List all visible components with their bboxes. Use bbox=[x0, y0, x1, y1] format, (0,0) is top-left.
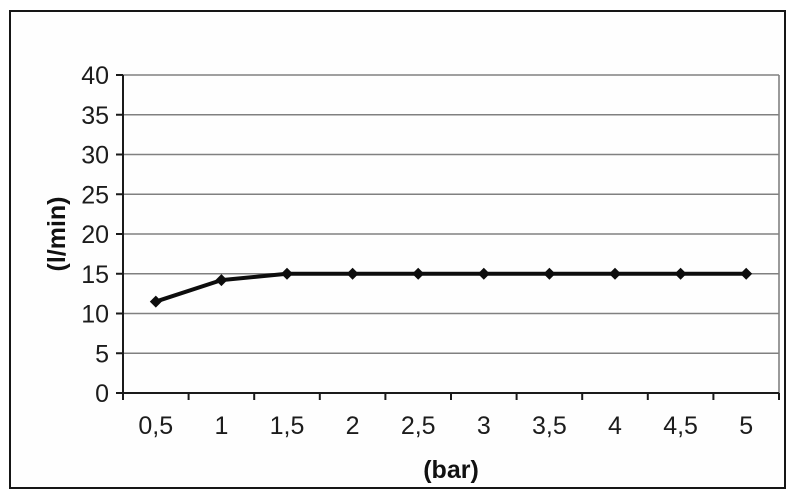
x-tick-label: 1 bbox=[214, 412, 228, 440]
data-point-marker bbox=[346, 267, 359, 280]
chart-frame: 0 5 10 15 20 25 30 35 40 0,5 1 1,5 2 2,5 3 3,5 4 4,5 5 (bar… bbox=[9, 10, 786, 489]
x-tick-label: 5 bbox=[739, 412, 753, 440]
x-tick-label: 2,5 bbox=[401, 412, 436, 440]
data-point-marker bbox=[740, 267, 753, 280]
y-tick-label: 10 bbox=[81, 301, 109, 329]
y-tick-label: 30 bbox=[81, 142, 109, 170]
x-tick-label: 3,5 bbox=[532, 412, 567, 440]
y-tick-label: 5 bbox=[95, 340, 109, 368]
y-tick-label: 40 bbox=[81, 62, 109, 90]
data-point-marker bbox=[412, 267, 425, 280]
x-tick-label: 4,5 bbox=[663, 412, 698, 440]
data-point-marker bbox=[543, 267, 556, 280]
x-tick-label: 0,5 bbox=[138, 412, 173, 440]
data-point-marker bbox=[149, 295, 162, 308]
data-point-marker bbox=[609, 267, 621, 280]
data-point-marker bbox=[281, 267, 293, 280]
y-tick-label: 15 bbox=[81, 261, 109, 289]
line-chart: 0 5 10 15 20 25 30 35 40 0,5 1 1,5 2 2,5 3 3,5 4 4,5 5 (bar… bbox=[43, 62, 780, 484]
y-tick-label: 20 bbox=[81, 221, 109, 249]
x-axis-title: (bar) bbox=[423, 456, 479, 484]
y-tick-label: 25 bbox=[81, 181, 109, 209]
x-tick-label: 3 bbox=[477, 412, 491, 440]
data-point-marker bbox=[215, 274, 228, 287]
data-series-line bbox=[153, 271, 749, 304]
x-tick-label: 4 bbox=[608, 412, 622, 440]
x-tick-label: 1,5 bbox=[270, 412, 305, 440]
y-tick-label: 35 bbox=[81, 102, 109, 130]
data-point-marker bbox=[477, 267, 490, 280]
y-tick-label: 0 bbox=[95, 380, 109, 408]
y-axis-title: (l/min) bbox=[43, 197, 71, 272]
x-tick-label: 2 bbox=[346, 412, 360, 440]
data-point-marker bbox=[674, 267, 687, 280]
